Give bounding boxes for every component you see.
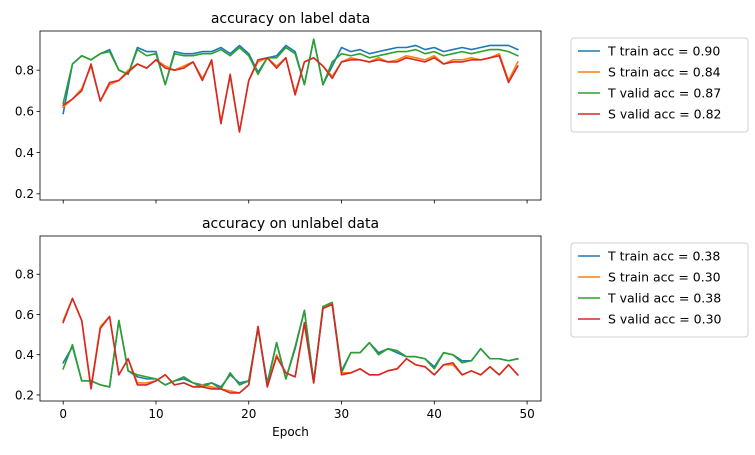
y-tick-label: 0.8 bbox=[15, 63, 34, 77]
series-line-4 bbox=[62, 54, 519, 133]
x-tick-label: 30 bbox=[334, 407, 349, 421]
subplot-2: accuracy on unlabel data 0.2 0.4 0.6 0.8 0 10 2… bbox=[15, 216, 749, 439]
y-tick-label: 0.2 bbox=[15, 388, 34, 402]
y-tick-label: 0.2 bbox=[15, 187, 34, 201]
y-tick-label: 0.8 bbox=[15, 268, 34, 282]
series-line-3 bbox=[62, 38, 519, 105]
axes-frame bbox=[39, 235, 542, 402]
x-tick-label: 0 bbox=[59, 407, 67, 421]
legend-entry: T train acc = 0.38 bbox=[607, 249, 720, 264]
series-line-4 bbox=[62, 297, 519, 394]
legend-entry: S valid acc = 0.82 bbox=[608, 107, 721, 122]
x-tick-label: 10 bbox=[148, 407, 163, 421]
legend-box bbox=[570, 37, 749, 133]
series-line-1 bbox=[62, 38, 519, 115]
x-tick-label: 40 bbox=[427, 407, 442, 421]
subplot-title: accuracy on label data bbox=[211, 11, 370, 27]
y-tick-label: 0.4 bbox=[15, 146, 34, 160]
y-tick-label: 0.6 bbox=[15, 105, 34, 119]
legend: T train acc = 0.38 S train acc = 0.30 T va… bbox=[570, 242, 749, 338]
y-tick-label: 0.4 bbox=[15, 348, 34, 362]
subplot-title: accuracy on unlabel data bbox=[202, 216, 379, 232]
legend: T train acc = 0.90 S train acc = 0.84 T va… bbox=[570, 37, 749, 133]
legend-entry: T valid acc = 0.87 bbox=[607, 86, 721, 101]
subplot-1: accuracy on label data 0.2 0.4 0.6 0.8 T trai… bbox=[15, 11, 749, 204]
legend-entry: T train acc = 0.90 bbox=[607, 44, 720, 59]
legend-entry: T valid acc = 0.38 bbox=[607, 291, 721, 306]
x-tick-label: 50 bbox=[519, 407, 534, 421]
legend-entry: S train acc = 0.30 bbox=[608, 270, 721, 285]
y-tick-label: 0.6 bbox=[15, 308, 34, 322]
x-axis-label: Epoch bbox=[272, 425, 309, 439]
legend-box bbox=[570, 242, 749, 338]
legend-entry: S valid acc = 0.30 bbox=[608, 312, 722, 327]
series-line-3 bbox=[62, 301, 519, 390]
x-tick-label: 20 bbox=[241, 407, 256, 421]
plots-layer: accuracy on label data 0.2 0.4 0.6 0.8 T trai… bbox=[15, 11, 749, 439]
axes-frame bbox=[39, 30, 542, 201]
legend-entry: S train acc = 0.84 bbox=[608, 65, 721, 80]
